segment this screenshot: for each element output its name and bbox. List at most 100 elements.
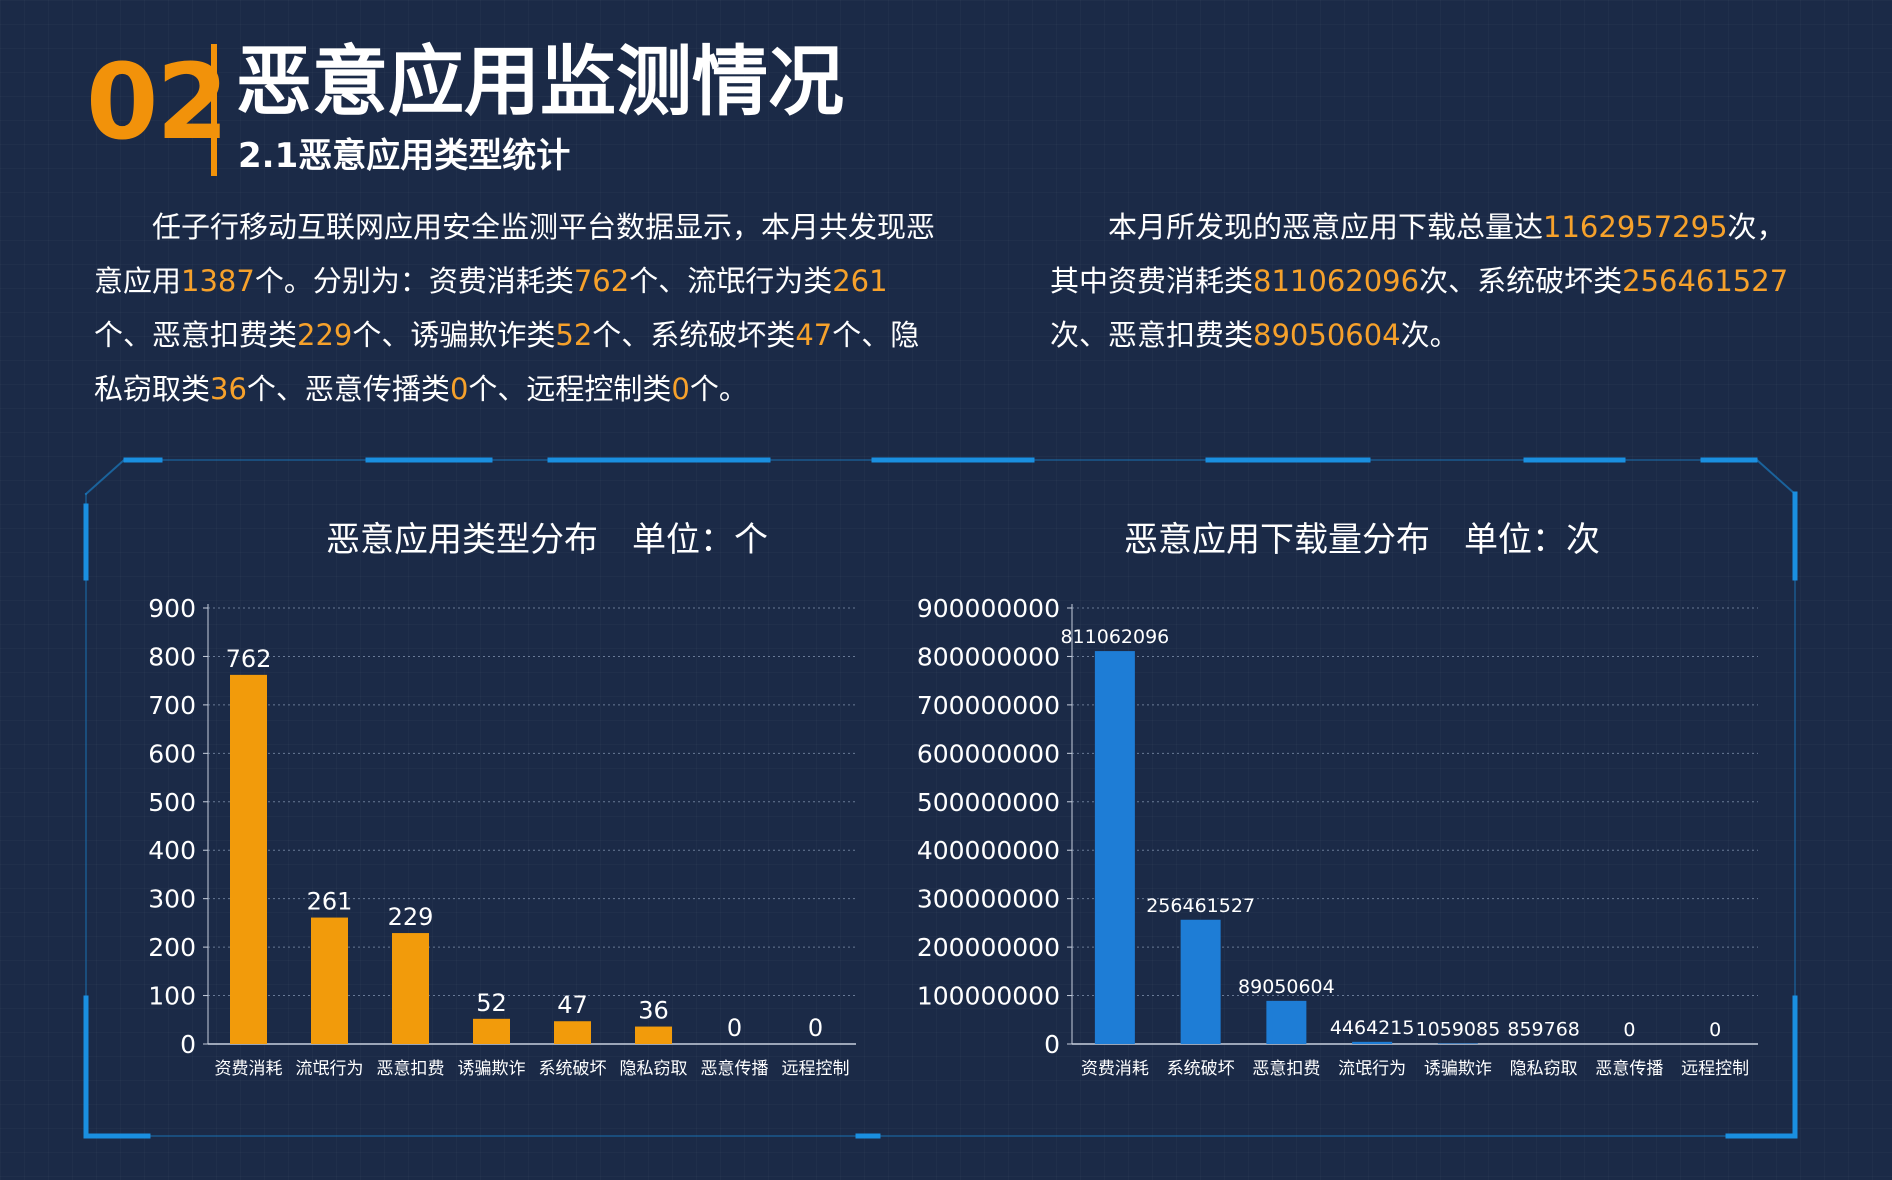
highlight-number: 1387 <box>181 264 255 298</box>
bar-chart-downloads: 0 100000000 200000000 300000000 400000000 500… <box>917 594 1758 1079</box>
y-tick-label: 300 <box>148 885 196 914</box>
chart-title-types: 恶意应用类型分布 单位：个 <box>326 520 768 560</box>
section-number: 02 <box>86 41 229 163</box>
y-tick-label: 300000000 <box>917 885 1060 914</box>
x-category-label: 诱骗欺诈 <box>1424 1059 1492 1079</box>
y-tick-label: 800000000 <box>917 642 1060 671</box>
paragraph-text: 个。 <box>689 372 748 406</box>
data-label: 52 <box>476 989 507 1017</box>
paragraph-text: 个、恶意传播类 <box>246 372 450 406</box>
bar <box>1437 1043 1478 1044</box>
paragraph-text: 任子行移动互联网应用安全监测平台数据显示，本月共发现恶意应用 <box>94 210 936 298</box>
x-category-label: 隐私窃取 <box>620 1059 688 1079</box>
x-category-label: 恶意传播 <box>701 1059 769 1079</box>
chart-panel-frame <box>83 457 1798 1139</box>
y-tick-label: 600000000 <box>917 739 1060 768</box>
y-tick-label: 200 <box>148 933 196 962</box>
paragraph-text: 个。分别为：资费消耗类 <box>254 264 574 298</box>
y-tick-label: 400000000 <box>917 836 1060 865</box>
highlight-number: 811062096 <box>1253 264 1420 298</box>
y-tick-label: 100000000 <box>917 982 1060 1011</box>
x-category-label: 远程控制 <box>782 1059 850 1079</box>
bar <box>230 674 267 1044</box>
bar-chart-types: 0 100 200 300 400 500 600 700 800 900 762 资费消耗 261 流氓… <box>148 594 856 1079</box>
x-category-label: 资费消耗 <box>215 1059 283 1079</box>
y-tick-label: 200000000 <box>917 933 1060 962</box>
section-subtitle: 2.1恶意应用类型统计 <box>238 136 571 176</box>
paragraph-text: 个、恶意扣费类 <box>94 318 298 352</box>
x-category-label: 恶意传播 <box>1595 1059 1663 1079</box>
page-title: 恶意应用监测情况 <box>236 37 844 126</box>
bar <box>473 1018 510 1044</box>
title-divider <box>211 44 217 176</box>
data-label: 0 <box>727 1014 742 1042</box>
y-tick-label: 500000000 <box>917 788 1060 817</box>
highlight-number: 0 <box>449 372 469 406</box>
paragraph-text: 本月所发现的恶意应用下载总量达 <box>1050 210 1544 244</box>
bar <box>554 1021 591 1044</box>
paragraph-text: 个、远程控制类 <box>468 372 672 406</box>
data-label: 256461527 <box>1146 895 1255 917</box>
bar <box>1266 1000 1307 1044</box>
chart-title-downloads: 恶意应用下载量分布 单位：次 <box>1124 520 1600 560</box>
paragraph-text: 次、系统破坏类 <box>1419 264 1623 298</box>
highlight-number: 261 <box>832 264 888 298</box>
bar <box>1352 1041 1393 1044</box>
y-tick-label: 0 <box>180 1030 196 1059</box>
y-tick-label: 900 <box>148 594 196 623</box>
y-tick-label: 700 <box>148 691 196 720</box>
highlight-number: 256461527 <box>1622 264 1789 298</box>
paragraph-text: 次，其中资费消耗类 <box>1050 210 1786 298</box>
bar <box>1094 651 1135 1044</box>
y-tick-label: 500 <box>148 788 196 817</box>
x-category-label: 隐私窃取 <box>1510 1059 1578 1079</box>
highlight-number: 47 <box>795 318 833 352</box>
bar <box>311 917 348 1044</box>
highlight-number: 1162957295 <box>1543 210 1728 244</box>
data-label: 762 <box>226 645 272 673</box>
x-category-label: 恶意扣费 <box>377 1059 445 1079</box>
data-label: 4464215 <box>1330 1017 1415 1039</box>
paragraph-text: 个、隐私窃取类 <box>94 318 920 406</box>
bar <box>635 1026 672 1044</box>
highlight-number: 229 <box>297 318 353 352</box>
data-label: 0 <box>1623 1019 1635 1041</box>
paragraph-text: 个、诱骗欺诈类 <box>352 318 556 352</box>
data-label: 261 <box>307 888 353 916</box>
paragraph-text: 个、系统破坏类 <box>592 318 796 352</box>
bar <box>392 933 429 1044</box>
data-label: 1059085 <box>1416 1018 1501 1040</box>
data-label: 859768 <box>1507 1019 1580 1041</box>
x-category-label: 流氓行为 <box>1338 1059 1406 1079</box>
highlight-number: 52 <box>555 318 593 352</box>
y-tick-label: 800 <box>148 642 196 671</box>
y-tick-label: 700000000 <box>917 691 1060 720</box>
data-label: 229 <box>388 903 434 931</box>
bar <box>1180 919 1221 1044</box>
summary-paragraph-types: 任子行移动互联网应用安全监测平台数据显示，本月共发现恶意应用1387个。分别为：… <box>94 200 944 416</box>
paragraph-text: 个、流氓行为类 <box>629 264 833 298</box>
paragraph-text: 次、恶意扣费类 <box>1050 318 1254 352</box>
highlight-number: 89050604 <box>1253 318 1401 352</box>
y-tick-label: 100 <box>148 982 196 1011</box>
highlight-number: 762 <box>573 264 630 298</box>
y-tick-label: 600 <box>148 739 196 768</box>
x-category-label: 流氓行为 <box>296 1059 364 1079</box>
y-tick-label: 0 <box>1044 1030 1060 1059</box>
highlight-number: 0 <box>671 372 690 406</box>
x-category-label: 远程控制 <box>1681 1059 1749 1079</box>
data-label: 0 <box>808 1014 823 1042</box>
y-tick-label: 900000000 <box>917 594 1060 623</box>
x-category-label: 资费消耗 <box>1081 1059 1149 1079</box>
highlight-number: 36 <box>210 372 247 406</box>
data-label: 36 <box>638 997 669 1025</box>
x-category-label: 系统破坏 <box>539 1059 607 1079</box>
x-category-label: 诱骗欺诈 <box>458 1059 526 1079</box>
y-tick-label: 400 <box>148 836 196 865</box>
summary-paragraph-downloads: 本月所发现的恶意应用下载总量达1162957295次，其中资费消耗类811062… <box>1050 200 1810 362</box>
data-label: 89050604 <box>1238 976 1335 998</box>
paragraph-text: 次。 <box>1400 318 1459 352</box>
x-category-label: 系统破坏 <box>1167 1059 1235 1079</box>
x-category-label: 恶意扣费 <box>1252 1059 1320 1079</box>
data-label: 811062096 <box>1060 626 1169 648</box>
